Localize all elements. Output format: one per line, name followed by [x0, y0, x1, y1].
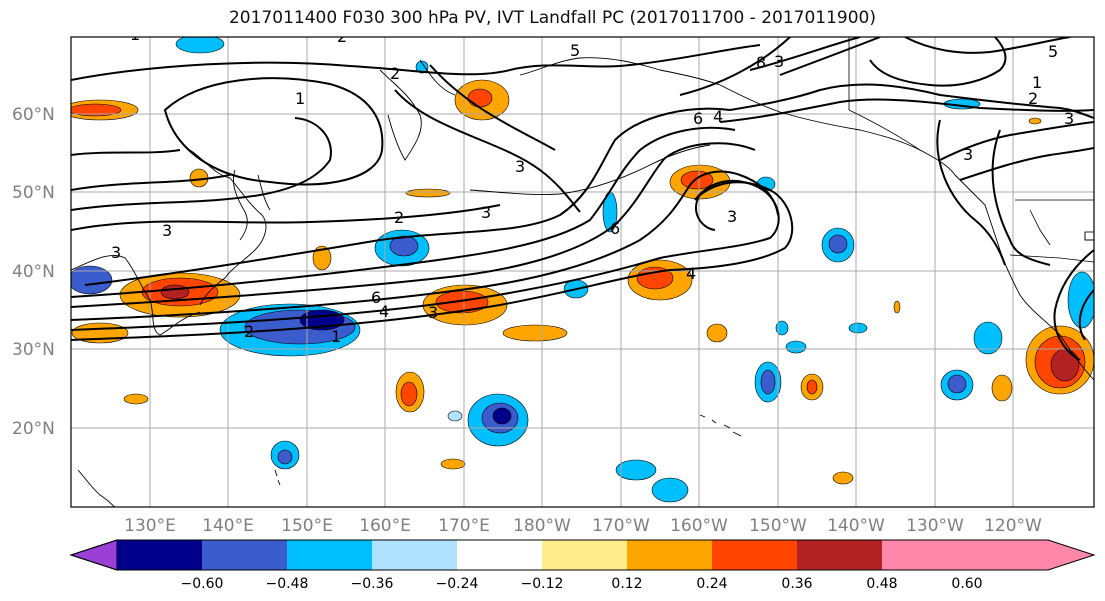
colorbar-tick-label: 0.36: [781, 576, 812, 592]
contour-label: 5: [570, 41, 580, 60]
contour-label: 3: [428, 303, 438, 322]
colorbar-tick-label: −0.24: [436, 576, 479, 592]
colorbar-segment: [627, 540, 712, 570]
colorbar-segment: [712, 540, 797, 570]
contour-label: 3: [963, 145, 973, 164]
lon-label: 140°W: [827, 516, 885, 536]
lon-label: 170°E: [438, 516, 490, 536]
lat-label: 20°N: [12, 419, 55, 439]
contour-label: 3: [162, 221, 172, 240]
contour-label: 4: [686, 264, 696, 283]
latitude-labels: 60°N 50°N 40°N 30°N 20°N: [12, 105, 55, 439]
contour-label: 3: [1064, 109, 1074, 128]
contour-label: 3: [515, 157, 525, 176]
colorbar-tick-label: −0.60: [181, 576, 224, 592]
colorbar: −0.60 −0.48 −0.36 −0.24 −0.12 0.12 0.24 …: [69, 539, 1096, 592]
contour-label: 1: [1032, 73, 1042, 92]
lon-label: 150°E: [281, 516, 333, 536]
colorbar-tick-label: 0.60: [951, 576, 982, 592]
contour-label: 5: [1048, 42, 1058, 61]
contour-label: 4: [379, 302, 389, 321]
colorbar-tick-label: −0.36: [351, 576, 394, 592]
lon-label: 140°E: [202, 516, 254, 536]
contour-label: 1: [130, 25, 140, 44]
colorbar-tick-label: −0.48: [266, 576, 309, 592]
lon-label: 130°E: [124, 516, 176, 536]
colorbar-segment: [542, 540, 627, 570]
colorbar-segment: [372, 540, 457, 570]
lon-label: 180°W: [513, 516, 571, 536]
colorbar-segment: [287, 540, 372, 570]
colorbar-extend-high: [967, 540, 1094, 570]
lon-label: 150°W: [749, 516, 807, 536]
coastlines: [71, 57, 1094, 507]
map-title: 2017011400 F030 300 hPa PV, IVT Landfall…: [228, 8, 876, 28]
colorbar-tick-label: −0.12: [521, 576, 564, 592]
lat-label: 30°N: [12, 340, 55, 360]
lon-label: 170°W: [592, 516, 650, 536]
contour-label: 8: [756, 53, 766, 72]
contour-label: 2: [244, 322, 254, 341]
contour-labels: 1 2 3 4 5 6 8 1 2 3 2 3 1 2 3 4 6 3 3 4 …: [111, 25, 1074, 346]
colorbar-segment: [882, 540, 967, 570]
colorbar-tick-label: 0.12: [611, 576, 642, 592]
contour-label: 3: [111, 243, 121, 262]
colorbar-tick-label: 0.24: [696, 576, 727, 592]
contour-label: 6: [371, 288, 381, 307]
contour-label: 2: [394, 208, 404, 227]
lon-label: 160°E: [359, 516, 411, 536]
lon-label: 120°W: [984, 516, 1042, 536]
colorbar-segment: [202, 540, 287, 570]
lat-label: 40°N: [12, 262, 55, 282]
longitude-labels: 130°E 140°E 150°E 160°E 170°E 180°W 170°…: [124, 516, 1042, 536]
contour-label: 2: [1028, 89, 1038, 108]
contour-label: 2: [390, 64, 400, 83]
colorbar-segment: [457, 540, 542, 570]
plot-area: [71, 37, 1094, 507]
colorbar-segment: [797, 540, 882, 570]
lon-label: 130°W: [906, 516, 964, 536]
lat-label: 60°N: [12, 105, 55, 125]
borders: [848, 37, 1094, 263]
colorbar-tick-label: 0.48: [866, 576, 897, 592]
contour-label: 2: [337, 27, 347, 46]
contour-label: 3: [774, 52, 784, 71]
contour-label: 4: [713, 107, 723, 126]
contour-label: 3: [481, 203, 491, 222]
colorbar-segment: [117, 540, 202, 570]
lat-label: 50°N: [12, 183, 55, 203]
pv-contours: [71, 37, 1094, 361]
plot-frame: [70, 36, 1095, 508]
lon-label: 160°W: [670, 516, 728, 536]
colorbar-extend-low: [69, 539, 118, 571]
contour-label: 1: [295, 89, 305, 108]
contour-label: 3: [727, 207, 737, 226]
contour-label: 6: [693, 109, 703, 128]
contour-label: 6: [610, 219, 620, 238]
contour-label: 1: [331, 327, 341, 346]
